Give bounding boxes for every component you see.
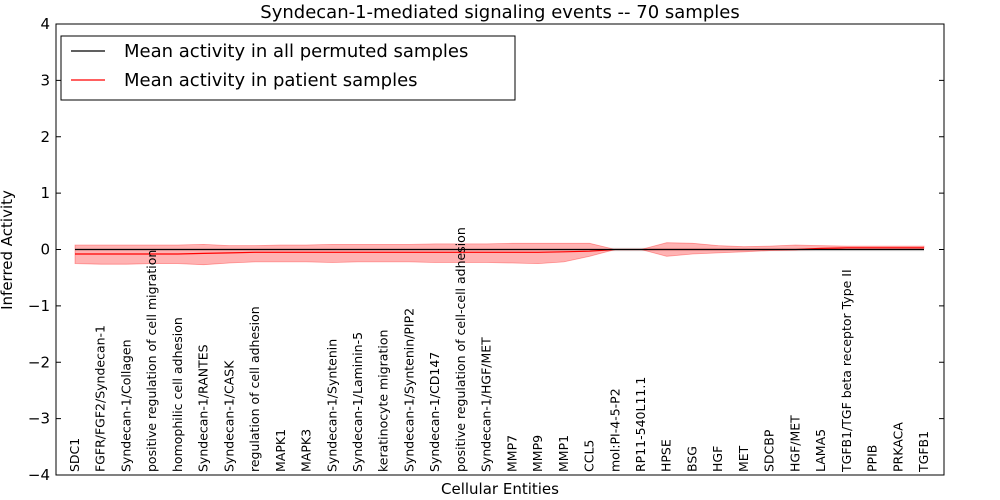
x-tick-label: Syndecan-1/Collagen bbox=[119, 339, 134, 472]
x-tick-label: positive regulation of cell migration bbox=[144, 250, 159, 472]
x-tick-label: keratinocyte migration bbox=[376, 330, 391, 472]
x-tick-label: homophilic cell adhesion bbox=[170, 317, 185, 472]
x-axis-label: Cellular Entities bbox=[441, 480, 559, 498]
x-tick-label: FGFR/FGF2/Syndecan-1 bbox=[93, 325, 108, 472]
x-tick-label: LAMA5 bbox=[813, 429, 828, 472]
x-tick-label: CCL5 bbox=[582, 440, 597, 472]
y-tick-label: −1 bbox=[28, 297, 50, 315]
x-tick-label: MAPK3 bbox=[299, 429, 314, 472]
x-tick-label: MET bbox=[736, 445, 751, 472]
x-tick-label: HGF/MET bbox=[787, 415, 802, 472]
y-tick-label: −2 bbox=[28, 353, 50, 371]
y-tick-label: −3 bbox=[28, 410, 50, 428]
legend-box bbox=[60, 35, 516, 101]
x-tick-label: RP11-540L11.1 bbox=[633, 377, 648, 472]
x-tick-label: TGFB1 bbox=[916, 431, 931, 473]
x-tick-label: mol:PI-4-5-P2 bbox=[607, 388, 622, 472]
x-tick-label: Syndecan-1/Syntenin bbox=[324, 339, 339, 472]
y-axis-label: Inferred Activity bbox=[0, 190, 16, 310]
x-tick-label: MMP1 bbox=[556, 435, 571, 472]
x-tick-label: PRKACA bbox=[890, 422, 905, 472]
x-tick-label: positive regulation of cell-cell adhesio… bbox=[453, 227, 468, 472]
x-tick-label: MAPK1 bbox=[273, 429, 288, 472]
x-tick-label: Syndecan-1/RANTES bbox=[196, 344, 211, 472]
chart-title: Syndecan-1-mediated signaling events -- … bbox=[260, 2, 739, 23]
y-tick-label: 3 bbox=[40, 71, 50, 89]
x-tick-label: regulation of cell adhesion bbox=[247, 306, 262, 472]
legend-label-permuted: Mean activity in all permuted samples bbox=[124, 41, 468, 62]
x-tick-label: Syndecan-1/CD147 bbox=[427, 352, 442, 472]
x-tick-label: BSG bbox=[685, 446, 700, 472]
legend: Mean activity in all permuted samples Me… bbox=[60, 35, 516, 101]
x-tick-label: TGFB1/TGF beta receptor Type II bbox=[839, 269, 854, 473]
y-tick-label: −4 bbox=[28, 466, 50, 484]
x-tick-label: HGF bbox=[710, 446, 725, 472]
legend-label-patient: Mean activity in patient samples bbox=[124, 70, 418, 91]
plot-area: −4 −3 −2 −1 0 1 2 3 4 SDC1 FGFR/FGF2/Syndecan-1 Syn… bbox=[28, 15, 945, 484]
x-tick-label: MMP9 bbox=[530, 435, 545, 472]
x-tick-label: MMP7 bbox=[504, 435, 519, 472]
x-tick-label: Syndecan-1/Laminin-5 bbox=[350, 332, 365, 472]
plot-frame bbox=[55, 23, 945, 476]
y-tick-label: 0 bbox=[40, 241, 50, 259]
y-tick-label: 1 bbox=[40, 184, 50, 202]
x-tick-label: PPIB bbox=[865, 445, 880, 472]
y-tick-label: 2 bbox=[40, 128, 50, 146]
y-tick-label: 4 bbox=[40, 15, 50, 33]
x-tick-label: Syndecan-1/CASK bbox=[221, 360, 236, 472]
x-tick-label: HPSE bbox=[659, 439, 674, 472]
x-tick-label: Syndecan-1/HGF/MET bbox=[479, 337, 494, 472]
x-tick-label: SDC1 bbox=[67, 438, 82, 472]
x-tick-label: Syndecan-1/Syntenin/PIP2 bbox=[402, 308, 417, 472]
x-tick-label: SDCBP bbox=[762, 429, 777, 472]
